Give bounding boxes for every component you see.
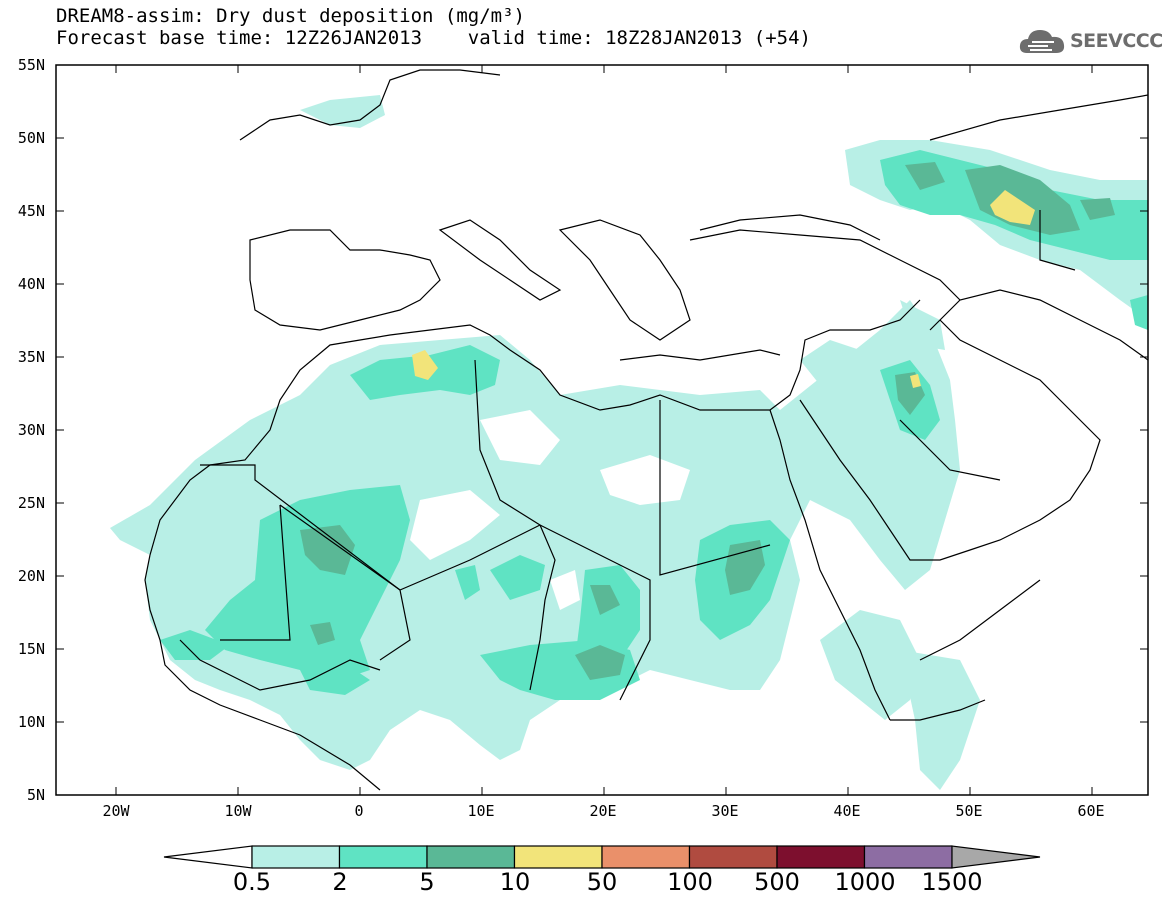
colorbar-swatch-2 (338, 845, 428, 869)
colorbar-swatch-10 (513, 845, 603, 869)
cloud-icon (1019, 30, 1065, 53)
lon-label-10w: 10W (224, 802, 252, 820)
logo-text: SEEVCCC (1070, 30, 1163, 52)
lat-label-35n: 35N (17, 348, 45, 366)
deposition-level-5 (300, 162, 1115, 680)
seevccc-logo: SEEVCCC (1018, 24, 1163, 58)
lon-label-50e: 50E (955, 802, 983, 820)
colorbar-label-10: 10 (499, 868, 531, 896)
colorbar-label-500: 500 (754, 868, 800, 896)
lat-label-50n: 50N (17, 129, 45, 147)
lon-label-0: 0 (354, 802, 364, 820)
coastlines-and-borders (144, 69, 1148, 791)
deposition-level-10 (412, 190, 1035, 388)
map-subtitle: Forecast base time: 12Z26JAN2013 valid t… (56, 27, 811, 49)
lat-label-45n: 45N (17, 202, 45, 220)
deposition-clear-patches (410, 410, 690, 610)
colorbar-label-1500: 1500 (921, 868, 983, 896)
colorbar (163, 845, 1041, 869)
colorbar-label-1000: 1000 (834, 868, 896, 896)
lat-label-15n: 15N (17, 640, 45, 658)
colorbar-label-2: 2 (332, 868, 348, 896)
lat-label-55n: 55N (17, 56, 45, 74)
lon-label-40e: 40E (833, 802, 861, 820)
colorbar-swatch-500 (776, 845, 866, 869)
lon-label-10e: 10E (467, 802, 495, 820)
colorbar-label-5: 5 (419, 868, 435, 896)
lon-label-60e: 60E (1077, 802, 1105, 820)
colorbar-swatch-1000 (863, 845, 953, 869)
colorbar-swatch-50 (601, 845, 691, 869)
colorbar-label-0.5: 0.5 (232, 868, 272, 896)
colorbar-swatch-0.5 (251, 845, 341, 869)
lat-label-40n: 40N (17, 275, 45, 293)
lat-label-30n: 30N (17, 421, 45, 439)
colorbar-swatch-5 (426, 845, 516, 869)
colorbar-swatch-100 (688, 845, 778, 869)
lat-label-5n: 5N (26, 786, 45, 804)
lat-label-25n: 25N (17, 494, 45, 512)
lon-label-30e: 30E (711, 802, 739, 820)
colorbar-label-50: 50 (586, 868, 618, 896)
colorbar-label-100: 100 (667, 868, 713, 896)
lat-label-20n: 20N (17, 567, 45, 585)
lon-label-20e: 20E (589, 802, 617, 820)
axis-ticks (56, 64, 1148, 796)
colorbar-under-arrow (163, 845, 253, 869)
colorbar-over-arrow (951, 845, 1041, 869)
lat-label-10n: 10N (17, 713, 45, 731)
lon-label-20w: 20W (102, 802, 130, 820)
map-title: DREAM8-assim: Dry dust deposition (mg/m³… (56, 5, 525, 27)
